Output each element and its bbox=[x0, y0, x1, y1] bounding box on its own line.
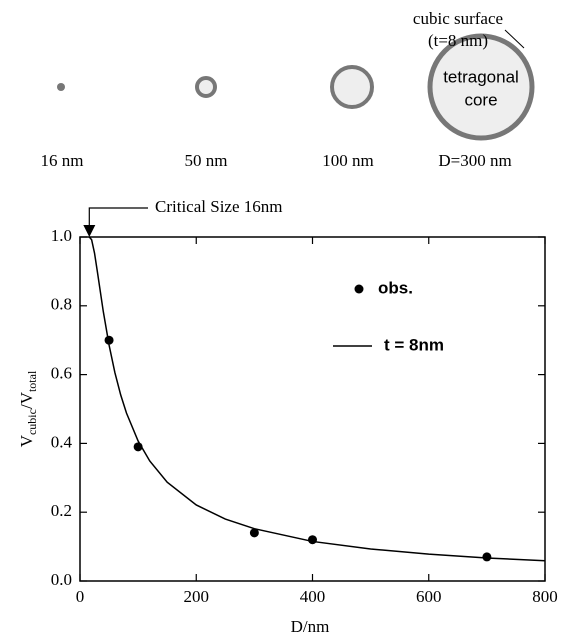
particle-50 bbox=[195, 76, 217, 98]
legend-label: t = 8nm bbox=[384, 335, 444, 354]
size-label: D=300 nm bbox=[438, 151, 511, 170]
surface-label: cubic surface bbox=[413, 9, 503, 28]
x-tick-label: 0 bbox=[76, 587, 85, 606]
y-tick-label: 0.4 bbox=[51, 432, 73, 451]
size-label: 50 nm bbox=[185, 151, 228, 170]
annotation: Critical Size 16nm bbox=[155, 197, 282, 216]
y-tick-label: 0.6 bbox=[51, 364, 72, 383]
chart: D/nm Vcubic/Vtotal 0 200 400 600 800 0.0 0.2 0.… bbox=[17, 197, 558, 636]
legend-label: obs. bbox=[378, 278, 413, 297]
annotation-arrow bbox=[88, 207, 148, 227]
y-label-part: cubic bbox=[25, 409, 39, 435]
fit-line bbox=[88, 236, 546, 562]
core-label: tetragonal bbox=[443, 67, 519, 86]
legend-marker bbox=[354, 284, 364, 294]
y-label-part: total bbox=[25, 370, 39, 392]
y-tick-label: 1.0 bbox=[51, 226, 72, 245]
x-tick-label: 800 bbox=[532, 587, 558, 606]
x-tick-label: 200 bbox=[184, 587, 210, 606]
y-axis-label: Vcubic/Vtotal bbox=[17, 370, 39, 447]
x-axis-label: D/nm bbox=[291, 617, 330, 636]
y-label-part: /V bbox=[17, 391, 36, 409]
data-point bbox=[104, 335, 114, 345]
data-point bbox=[482, 552, 492, 562]
annotation-arrowhead bbox=[83, 225, 96, 237]
y-tick-label: 0.2 bbox=[51, 501, 72, 520]
particle-16 bbox=[57, 83, 65, 91]
y-label-part: V bbox=[17, 434, 36, 447]
y-tick-label: 0.8 bbox=[51, 295, 72, 314]
x-tick-label: 600 bbox=[416, 587, 442, 606]
data-point bbox=[249, 528, 259, 538]
surface-label: (t=8 nm) bbox=[428, 31, 488, 50]
size-label: 16 nm bbox=[41, 151, 84, 170]
core-label: core bbox=[464, 90, 497, 109]
particle-300 bbox=[427, 33, 535, 141]
size-diagram: 16 nm 50 nm 100 nm D=300 nm cubic surfac… bbox=[41, 9, 535, 170]
data-point bbox=[308, 535, 317, 545]
particle-100 bbox=[330, 65, 374, 109]
x-tick-label: 400 bbox=[300, 587, 326, 606]
plot-frame bbox=[79, 236, 546, 582]
leader-line bbox=[504, 29, 525, 49]
size-label: 100 nm bbox=[322, 151, 373, 170]
y-tick-label: 0.0 bbox=[51, 570, 72, 589]
